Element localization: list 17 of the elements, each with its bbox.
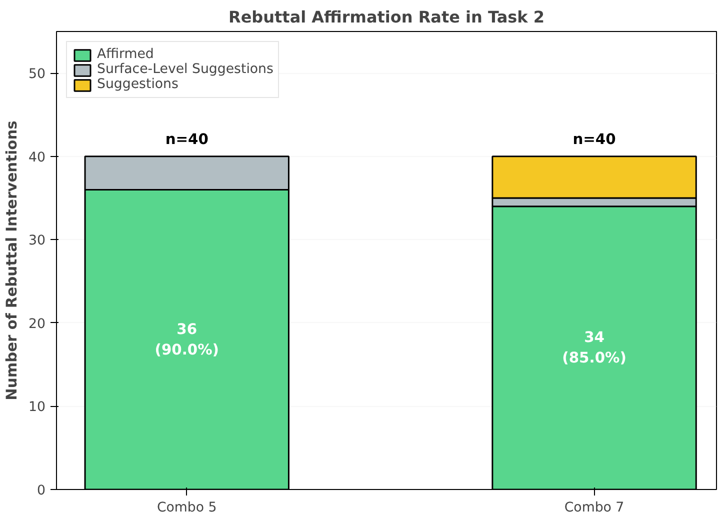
total-label: n=40: [165, 131, 208, 148]
y-tick-label: 20: [28, 316, 46, 332]
y-tick-label: 0: [37, 484, 46, 498]
y-axis-title: Number of Rebuttal Interventions: [4, 120, 21, 400]
y-tick-label: 10: [28, 400, 46, 416]
y-tick-label: 30: [28, 234, 46, 249]
x-tick-label: Combo 5: [156, 500, 217, 516]
y-tick-label: 50: [28, 67, 46, 82]
legend-label: Surface-Level Suggestions: [97, 62, 274, 77]
chart-title: Rebuttal Affirmation Rate in Task 2: [228, 8, 544, 26]
x-tick-label: Combo 7: [564, 500, 624, 516]
legend-label: Affirmed: [97, 47, 154, 62]
data-label: 36 (90.0%): [154, 320, 219, 358]
y-tick-label: 40: [28, 150, 46, 166]
legend-label: Suggestions: [97, 77, 178, 92]
data-label: 34 (85.0%): [562, 329, 626, 367]
total-label: n=40: [572, 131, 616, 148]
